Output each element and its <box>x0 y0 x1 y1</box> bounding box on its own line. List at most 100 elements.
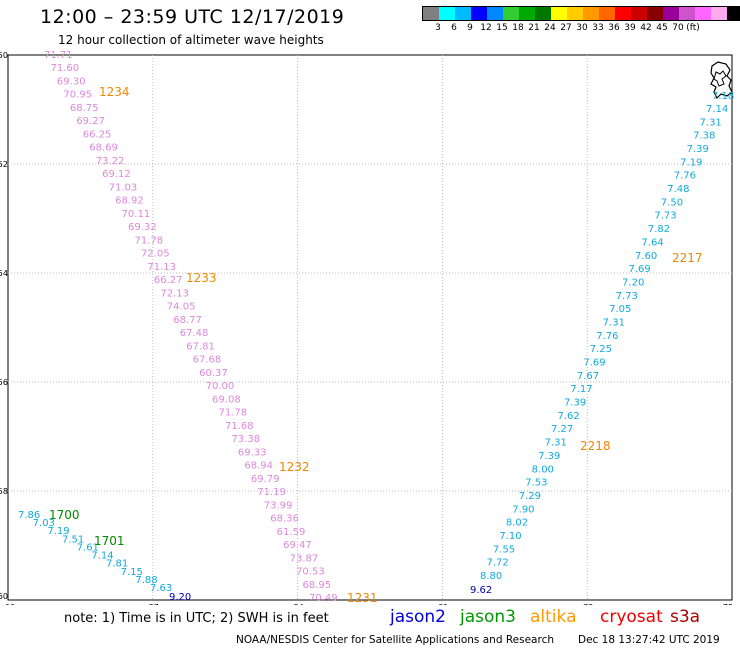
wave-value-altika: 71.78 <box>134 235 163 246</box>
wave-value-jason: 7.64 <box>641 237 663 248</box>
wave-value-jason: 7.90 <box>512 504 534 515</box>
legend-label: 39 <box>624 23 636 33</box>
wave-value-altika: 70.95 <box>63 90 92 101</box>
y-tick-label: -60 <box>0 592 8 601</box>
legend-label: 3 <box>435 23 441 33</box>
wave-value-altika: 69.33 <box>238 447 267 458</box>
legend-label: 36 <box>608 23 620 33</box>
wave-value-altika: 68.69 <box>89 143 118 154</box>
x-tick-label: -87 <box>146 603 159 605</box>
wave-value-jason: 7.76 <box>596 331 618 342</box>
wave-value-jason: 7.19 <box>680 157 702 168</box>
wave-value-altika: 61.59 <box>277 527 306 538</box>
wave-value-altika: 71.71 <box>44 50 73 61</box>
wave-value-altika: 69.12 <box>102 169 131 180</box>
wave-value-jason: 7.03 <box>33 518 55 529</box>
legend-label: 27 <box>560 23 572 33</box>
wave-value-jason: 7.14 <box>91 551 113 562</box>
legend-label: 12 <box>480 23 492 33</box>
wave-value-jason: 7.31 <box>700 117 722 128</box>
legend-swatch <box>695 7 711 20</box>
wave-value-jason: 7.76 <box>674 171 696 182</box>
x-tick-label: -84 <box>291 603 304 605</box>
wave-value-altika: 68.75 <box>70 103 99 114</box>
legend-label: 9 <box>467 23 473 33</box>
wave-height-map: -90 -87 -84 -81 -78 -75 -50 -52 -54 -56 -58 -60 71.7… <box>0 50 734 605</box>
wave-value-altika: 71.78 <box>219 408 248 419</box>
wave-value-altika: 68.36 <box>270 514 299 525</box>
wave-value-jason: 7.72 <box>486 558 508 569</box>
satellite-label-altika: altika <box>530 607 577 627</box>
wave-value-altika: 69.27 <box>76 116 105 127</box>
wave-value-altika: 71.60 <box>50 63 79 74</box>
satellite-label-jason2: jason2 <box>390 607 446 627</box>
legend-label: 24 <box>544 23 556 33</box>
wave-value-jason: 7.27 <box>551 424 573 435</box>
wave-value-jason: 7.25 <box>590 344 612 355</box>
legend-swatch <box>599 7 615 20</box>
wave-value-altika: 73.87 <box>290 553 319 564</box>
wave-value-altika: 70.11 <box>122 209 151 220</box>
wave-value-altika: 72.05 <box>141 249 170 260</box>
legend-swatch <box>615 7 631 20</box>
wave-value-jason: 7.50 <box>661 197 683 208</box>
wave-value-jason: 8.80 <box>480 571 502 582</box>
wave-value-altika: 66.25 <box>83 129 112 140</box>
legend-swatch <box>631 7 647 20</box>
wave-value-jason: 7.39 <box>564 398 586 409</box>
legend-swatch <box>439 7 455 20</box>
wave-value-altika: 72.13 <box>160 288 189 299</box>
legend-label: 30 <box>576 23 588 33</box>
wave-value-altika: 66.27 <box>154 275 183 286</box>
legend-label: 33 <box>592 23 604 33</box>
legend-label: 18 <box>512 23 524 33</box>
satellite-label-cryosat: cryosat <box>600 607 663 627</box>
wave-value-jason: 7.20 <box>622 277 644 288</box>
legend-swatch <box>679 7 695 20</box>
wave-value-altika: 69.79 <box>251 474 280 485</box>
wave-value-jason: 7.48 <box>667 184 689 195</box>
wave-value-altika: 67.48 <box>180 328 209 339</box>
wave-value-jason: 7.10 <box>499 531 521 542</box>
legend-swatch <box>471 7 487 20</box>
wave-value-jason: 7.55 <box>493 544 515 555</box>
wave-value-jason: 7.81 <box>106 559 128 570</box>
wave-value-jason: 7.53 <box>525 478 547 489</box>
wave-value-altika: 69.47 <box>283 540 312 551</box>
wave-value-jason: 7.39 <box>538 451 560 462</box>
wave-value-jason: 7.82 <box>648 224 670 235</box>
x-tick-label: -75 <box>720 603 733 605</box>
map-subtitle: 12 hour collection of altimeter wave hei… <box>58 33 324 47</box>
x-tick-label: -78 <box>580 603 593 605</box>
wave-value-jason: 7.63 <box>150 583 172 594</box>
legend-label: 15 <box>496 23 508 33</box>
legend-label: 70 <box>672 23 684 33</box>
footnote: note: 1) Time is in UTC; 2) SWH is in fe… <box>64 611 329 626</box>
wave-value-jason: 8.02 <box>506 518 528 529</box>
y-tick-label: -52 <box>0 160 8 169</box>
legend-label: 21 <box>528 23 540 33</box>
map-title: 12:00 – 23:59 UTC 12/17/2019 <box>40 6 345 28</box>
legend-label: 6 <box>451 23 457 33</box>
legend-swatch <box>535 7 551 20</box>
legend-swatch <box>487 7 503 20</box>
wave-value-altika: 74.05 <box>167 302 196 313</box>
legend-unit: (ft) <box>686 23 700 33</box>
legend-swatch <box>519 7 535 20</box>
wave-value-jason: 7.05 <box>609 304 631 315</box>
wave-value-jason: 7.18 <box>712 91 734 102</box>
wave-value-altika: 71.19 <box>257 487 286 498</box>
wave-value-jason: 7.15 <box>121 567 143 578</box>
y-tick-label: -56 <box>0 378 8 387</box>
wave-value-jason: 7.31 <box>603 317 625 328</box>
legend-swatch <box>663 7 679 20</box>
timestamp-text: Dec 18 13:27:42 UTC 2019 <box>578 634 720 646</box>
legend-swatch <box>583 7 599 20</box>
legend-swatch <box>551 7 567 20</box>
legend-swatch <box>503 7 519 20</box>
wave-value-altika: 67.68 <box>193 355 222 366</box>
wave-value-jason: 7.61 <box>77 542 99 553</box>
wave-value-jason: 7.29 <box>519 491 541 502</box>
wave-value-jason: 7.31 <box>545 438 567 449</box>
pass-time-jason3: 1700 <box>49 508 80 522</box>
